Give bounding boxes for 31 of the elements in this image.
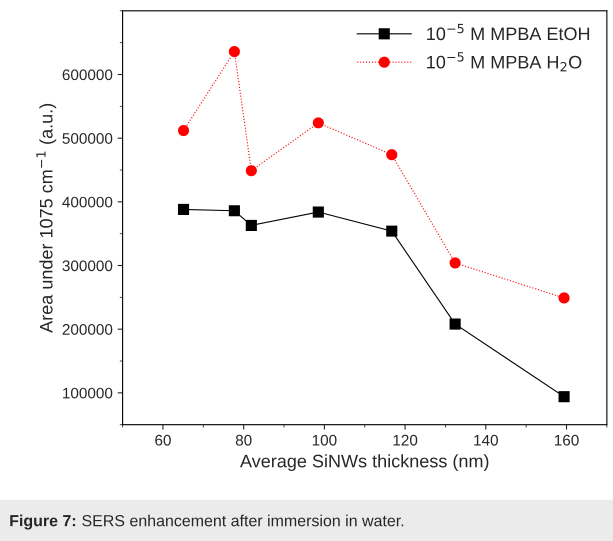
legend-label: 10$^{−5}$ M MPBA EtOH <box>427 24 590 40</box>
point <box>312 117 324 128</box>
legend-label: 10$^{−5}$ M MPBA H$_{2}$O <box>427 52 582 72</box>
point <box>178 204 190 216</box>
x-tick-label: 60 <box>155 434 171 446</box>
point <box>450 257 461 269</box>
point <box>558 292 570 304</box>
x-tick-label: 120 <box>394 434 418 446</box>
point <box>178 124 190 136</box>
point <box>228 205 240 216</box>
y-axis-title: Area under 1075 cm$^{−1}$ (a.u.) <box>36 104 56 333</box>
point <box>450 318 461 330</box>
y-tick-label: 200000 <box>62 324 112 335</box>
y-tick-label: 500000 <box>62 133 112 144</box>
point <box>558 391 570 402</box>
point <box>386 149 398 160</box>
y-tick-label: 600000 <box>62 69 112 80</box>
point <box>312 206 324 218</box>
point <box>246 165 257 176</box>
point <box>228 46 240 58</box>
point <box>246 220 257 231</box>
x-tick-label: 160 <box>554 434 579 446</box>
x-axis-title: Average SiNWs thickness (nm) <box>240 454 488 472</box>
y-tick-label: 100000 <box>63 388 112 399</box>
y-tick-label: 400000 <box>62 196 112 208</box>
x-tick-label: 140 <box>474 434 498 446</box>
y-tick-label: 300000 <box>62 260 112 272</box>
point <box>386 226 398 237</box>
caption: Figure 7: SERS enhancement after immersion in water. <box>10 514 404 530</box>
x-tick-label: 80 <box>236 434 252 446</box>
x-tick-label: 100 <box>312 434 337 446</box>
